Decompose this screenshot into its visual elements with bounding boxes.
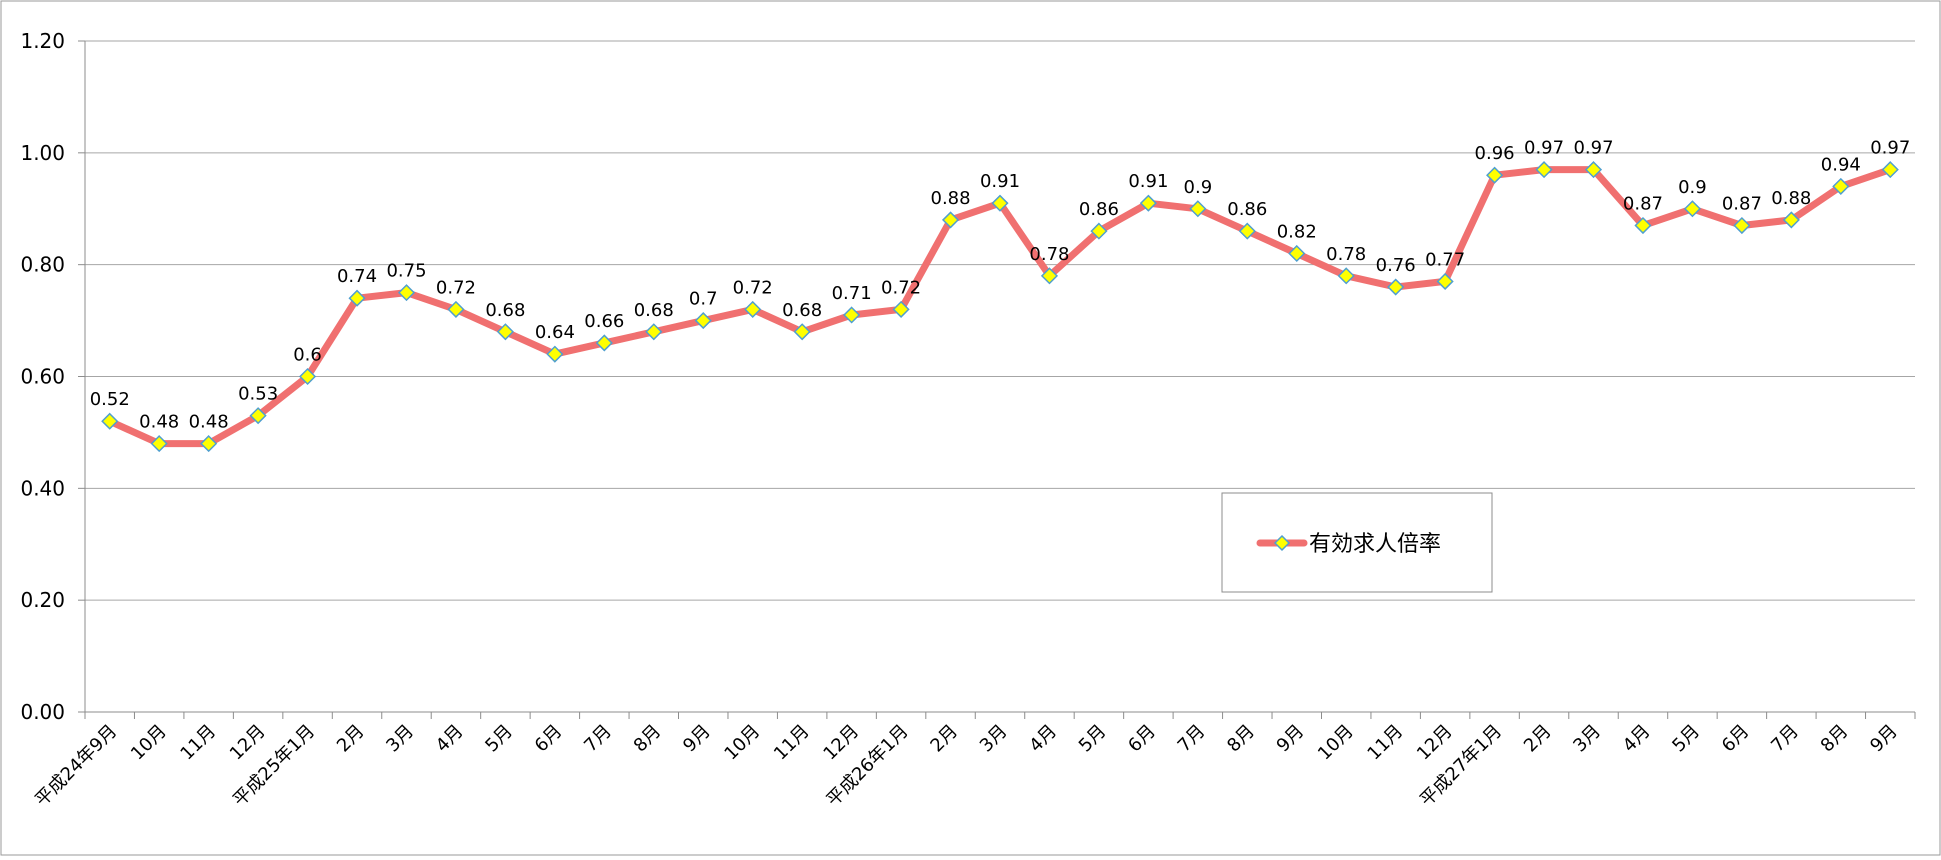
data-label: 0.96 [1475,143,1515,164]
data-point-marker [1337,267,1355,285]
data-label: 0.7 [689,289,718,310]
data-point-marker [299,367,317,386]
axes [78,40,1916,719]
data-label: 0.72 [733,277,773,298]
data-label: 0.52 [90,389,130,410]
data-label: 0.9 [1184,177,1213,198]
data-point-marker [1584,161,1603,179]
data-label: 0.76 [1376,255,1416,276]
data-label: 0.68 [634,300,674,321]
y-tick-label: 0.60 [20,365,65,389]
data-label: 0.77 [1425,249,1465,270]
data-point-marker [447,300,465,318]
data-point-marker [1238,222,1256,240]
data-point-marker [941,211,960,229]
legend-marker-swatch [1273,534,1291,552]
data-point-marker [1090,222,1108,240]
y-tick-label: 1.20 [20,29,65,53]
legend-label: 有効求人倍率 [1309,532,1441,557]
data-point-marker [546,345,564,363]
data-point-marker [1040,267,1059,285]
data-label: 0.78 [1029,244,1069,265]
data-label: 0.88 [1771,188,1811,209]
data-point-marker [1832,177,1850,195]
data-point-marker [991,194,1009,212]
data-point-marker [1288,244,1306,263]
data-point-marker [843,306,861,324]
data-label: 0.75 [386,261,426,282]
data-point-marker [397,284,416,302]
data-point-marker [1486,166,1504,184]
data-point-marker [1881,161,1899,179]
data-point-marker [744,300,762,318]
data-point-marker [150,435,168,453]
data-point-marker [101,412,119,430]
data-label: 0.66 [584,311,624,332]
data-label: 0.6 [293,345,322,366]
data-label: 0.91 [980,171,1020,192]
data-label: 0.97 [1870,138,1910,159]
y-tick-label: 0.00 [20,700,65,724]
data-label: 0.9 [1678,177,1707,198]
data-point-marker [1733,216,1751,235]
data-label: 0.78 [1326,244,1366,265]
data-point-marker [496,323,514,341]
data-label: 0.87 [1623,194,1663,215]
data-point-marker [1683,200,1701,218]
data-point-marker [1535,161,1553,179]
data-point-marker [1782,211,1800,229]
data-point-marker [1436,272,1454,291]
data-label: 0.86 [1227,199,1267,220]
data-point-marker [1387,278,1405,296]
y-tick-label: 0.80 [20,253,65,277]
data-label: 0.48 [139,412,179,433]
data-point-marker [200,435,218,453]
data-point-marker [1634,216,1652,235]
data-label: 0.71 [832,283,872,304]
data-label: 0.97 [1573,138,1613,159]
data-label: 0.86 [1079,199,1119,220]
legend: 有効求人倍率 [1221,492,1493,593]
data-point-marker [1189,200,1207,218]
data-label: 0.68 [485,300,525,321]
data-label: 0.72 [881,277,921,298]
y-tick-label: 0.40 [20,476,65,500]
data-label: 0.87 [1722,194,1762,215]
data-label: 0.94 [1821,154,1861,175]
data-label: 0.72 [436,277,476,298]
data-point-marker [793,323,811,341]
data-point-marker [645,323,663,341]
y-tick-label: 0.20 [20,588,65,612]
data-label: 0.82 [1277,221,1317,242]
data-point-marker [348,289,366,307]
gridlines [85,40,1915,601]
data-point-marker [892,300,910,318]
data-markers [101,161,1899,453]
data-label: 0.48 [189,412,229,433]
y-tick-labels: 0.00 0.20 0.40 0.60 0.80 1.00 1.20 [20,29,65,724]
data-label: 0.88 [931,188,971,209]
data-label: 0.64 [535,322,575,343]
data-label: 0.97 [1524,138,1564,159]
data-label: 0.68 [782,300,822,321]
y-tick-label: 1.00 [20,141,65,165]
data-point-marker [249,407,267,425]
data-point-marker [694,312,712,330]
data-point-marker [595,334,613,352]
data-label: 0.74 [337,266,377,287]
data-label: 0.91 [1128,171,1168,192]
data-label: 0.53 [238,384,278,405]
data-labels: 0.52 0.48 0.48 0.53 0.6 0.74 0.75 0.72 0.68 0.64 0… [90,138,1911,433]
data-point-marker [1139,194,1157,212]
